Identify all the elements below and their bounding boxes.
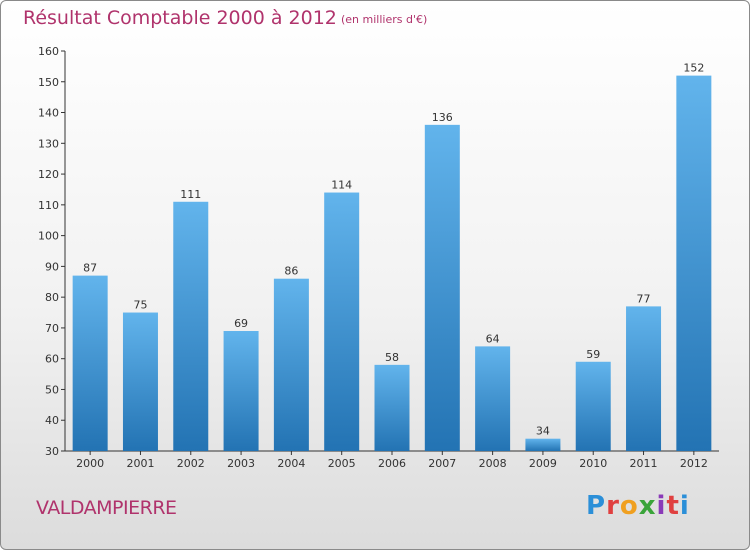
bar-2012 bbox=[676, 75, 712, 451]
y-tick-label: 30 bbox=[45, 445, 59, 458]
x-tick-label-2006: 2006 bbox=[378, 457, 406, 470]
data-label-2003: 69 bbox=[234, 317, 248, 330]
proxiti-logo: Proxiti bbox=[586, 491, 690, 521]
bar-2010 bbox=[575, 361, 611, 451]
y-tick-label: 120 bbox=[38, 168, 59, 181]
data-label-2002: 111 bbox=[180, 188, 201, 201]
bar-2008 bbox=[475, 346, 511, 451]
y-tick-label: 160 bbox=[38, 45, 59, 58]
x-tick-label-2007: 2007 bbox=[428, 457, 456, 470]
y-tick-label: 140 bbox=[38, 107, 59, 120]
x-tick-label-2008: 2008 bbox=[479, 457, 507, 470]
x-tick-label-2002: 2002 bbox=[177, 457, 205, 470]
y-tick-label: 40 bbox=[45, 414, 59, 427]
bars: 87 75 111 69 86 114 58 136 64 34 59 77 152 bbox=[72, 62, 712, 452]
y-tick-label: 70 bbox=[45, 322, 59, 335]
data-label-2005: 114 bbox=[331, 179, 352, 192]
data-label-2004: 86 bbox=[284, 265, 298, 278]
x-tick-label-2011: 2011 bbox=[630, 457, 658, 470]
y-axis: 30 40 50 60 70 80 90 100 110 120 130 140 150 160 bbox=[38, 45, 66, 458]
bar-2000 bbox=[72, 275, 108, 451]
y-tick-label: 130 bbox=[38, 137, 59, 150]
x-tick-label-2000: 2000 bbox=[76, 457, 104, 470]
chart-unit-label: (en milliers d'€) bbox=[341, 13, 428, 26]
bar-2002 bbox=[173, 201, 209, 451]
bar-2004 bbox=[273, 278, 309, 451]
data-label-2008: 64 bbox=[486, 332, 500, 345]
chart-title: Résultat Comptable 2000 à 2012 bbox=[23, 7, 337, 29]
y-tick-label: 100 bbox=[38, 230, 59, 243]
x-tick-label-2001: 2001 bbox=[126, 457, 154, 470]
bar-2003 bbox=[223, 331, 259, 451]
y-tick-label: 110 bbox=[38, 199, 59, 212]
bar-2006 bbox=[374, 364, 410, 451]
x-tick-label-2009: 2009 bbox=[529, 457, 557, 470]
y-tick-label: 90 bbox=[45, 260, 59, 273]
x-tick-label-2004: 2004 bbox=[277, 457, 305, 470]
data-label-2006: 58 bbox=[385, 351, 399, 364]
bar-2001 bbox=[122, 312, 158, 451]
data-label-2012: 152 bbox=[683, 62, 704, 75]
y-tick-label: 150 bbox=[38, 76, 59, 89]
bar-2007 bbox=[424, 124, 460, 451]
x-tick-label-2005: 2005 bbox=[328, 457, 356, 470]
data-label-2001: 75 bbox=[133, 299, 147, 312]
y-tick-label: 60 bbox=[45, 353, 59, 366]
data-label-2009: 34 bbox=[536, 425, 550, 438]
data-label-2007: 136 bbox=[432, 111, 453, 124]
data-label-2000: 87 bbox=[83, 262, 97, 275]
location-name: VALDAMPIERRE bbox=[36, 497, 177, 519]
bar-2005 bbox=[324, 192, 360, 452]
data-label-2010: 59 bbox=[586, 348, 600, 361]
x-tick-label-2012: 2012 bbox=[680, 457, 708, 470]
x-tick-label-2003: 2003 bbox=[227, 457, 255, 470]
data-label-2011: 77 bbox=[637, 292, 651, 305]
bar-2011 bbox=[626, 306, 662, 451]
y-tick-label: 80 bbox=[45, 291, 59, 304]
x-axis: 2000 2001 2002 2003 2004 2005 2006 2007 2008 2009… bbox=[65, 450, 719, 470]
x-tick-label-2010: 2010 bbox=[579, 457, 607, 470]
bar-2009 bbox=[525, 438, 561, 451]
y-tick-label: 50 bbox=[45, 383, 59, 396]
